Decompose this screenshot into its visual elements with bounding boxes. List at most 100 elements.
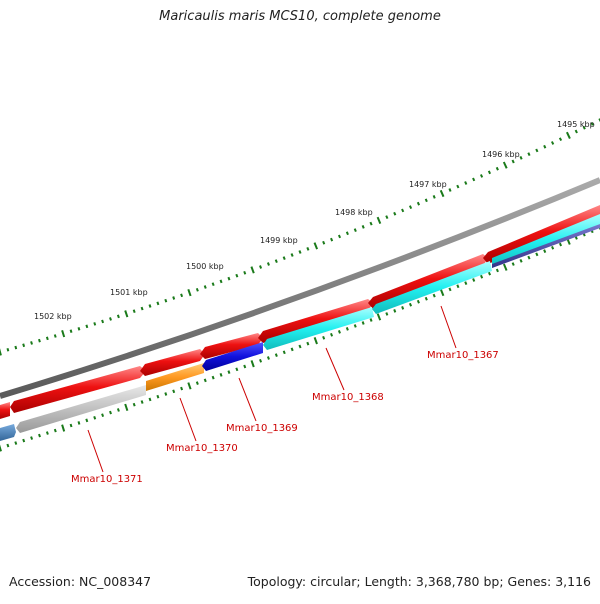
cds-forward-segment[interactable] bbox=[258, 299, 373, 343]
gene-label-mmar10-1370[interactable]: Mmar10_1370 bbox=[166, 443, 238, 454]
scale-tick-minor bbox=[266, 262, 270, 266]
gene-label-mmar10-1371[interactable]: Mmar10_1371 bbox=[71, 474, 143, 485]
inner-tick-minor bbox=[424, 296, 428, 301]
inner-tick-minor bbox=[393, 309, 397, 313]
inner-tick-minor bbox=[77, 421, 81, 425]
inner-tick-minor bbox=[511, 262, 515, 266]
inner-tick-minor bbox=[69, 423, 73, 428]
scale-tick-minor bbox=[132, 309, 136, 314]
scale-tick-major bbox=[502, 161, 508, 169]
inner-tick-minor bbox=[416, 299, 420, 304]
leader-line bbox=[238, 377, 257, 422]
inner-tick-minor bbox=[274, 353, 278, 357]
inner-tick-minor bbox=[298, 344, 302, 349]
inner-tick-minor bbox=[282, 350, 286, 355]
scale-label: 1499 kbp bbox=[260, 236, 298, 245]
cds-reverse-segment[interactable] bbox=[16, 385, 146, 433]
page-title: Maricaulis maris MCS10, complete genome bbox=[159, 9, 441, 24]
scale-tick-minor bbox=[243, 270, 247, 275]
inner-tick-major bbox=[439, 288, 445, 297]
cds-forward-segment[interactable] bbox=[140, 349, 205, 376]
scale-tick-minor bbox=[211, 282, 215, 287]
inner-tick-minor bbox=[551, 246, 555, 250]
accession-text: Accession: NC_008347 bbox=[9, 574, 152, 589]
inner-tick-minor bbox=[519, 258, 523, 263]
inner-tick-major bbox=[124, 403, 129, 412]
cds-reverse-segment[interactable] bbox=[146, 363, 204, 391]
scale-tick-minor bbox=[558, 137, 563, 142]
inner-tick-minor bbox=[527, 255, 531, 260]
scale-tick-major bbox=[61, 330, 66, 338]
gene-label-mmar10-1369[interactable]: Mmar10_1369 bbox=[226, 423, 298, 434]
cds-forward-segment[interactable] bbox=[368, 254, 488, 309]
scale-tick-minor bbox=[456, 184, 460, 189]
cds-reverse-segment[interactable] bbox=[263, 307, 374, 350]
scale-tick-minor bbox=[22, 343, 26, 348]
inner-tick-minor bbox=[219, 372, 223, 377]
inner-tick-minor bbox=[14, 441, 18, 445]
cds-forward-segment[interactable] bbox=[200, 333, 263, 359]
scale-tick-major bbox=[439, 189, 445, 198]
reverse-strand bbox=[0, 214, 600, 441]
scale-tick-minor bbox=[543, 144, 547, 149]
scale-tick-minor bbox=[219, 279, 223, 284]
inner-tick-minor bbox=[53, 428, 57, 433]
scale-tick-major bbox=[0, 348, 2, 356]
gene-label-mmar10-1368[interactable]: Mmar10_1368 bbox=[312, 392, 384, 403]
scale-tick-major bbox=[124, 310, 129, 318]
scale-tick-minor bbox=[519, 155, 523, 160]
cds-reverse-segment[interactable] bbox=[492, 224, 600, 268]
cds-forward-segment[interactable] bbox=[10, 366, 146, 413]
scale-label: 1495 kbp bbox=[557, 120, 595, 129]
inner-tick-minor bbox=[235, 367, 239, 372]
scale-tick-minor bbox=[14, 345, 18, 350]
inner-tick-major bbox=[187, 382, 192, 390]
inner-tick-minor bbox=[227, 370, 231, 374]
scale-tick-minor bbox=[408, 205, 413, 209]
inner-tick-minor bbox=[101, 413, 105, 418]
scale-label: 1496 kbp bbox=[482, 150, 520, 159]
scale-tick-minor bbox=[203, 285, 207, 289]
inner-tick-minor bbox=[385, 312, 389, 316]
scale-tick-minor bbox=[487, 170, 492, 175]
inner-tick-minor bbox=[353, 324, 357, 328]
inner-tick-minor bbox=[45, 431, 49, 435]
inner-tick-minor bbox=[456, 284, 460, 289]
scale-tick-major bbox=[565, 131, 571, 140]
scale-tick-minor bbox=[337, 234, 342, 239]
scale-label: 1497 kbp bbox=[409, 180, 447, 189]
cds-reverse-segment[interactable] bbox=[202, 342, 263, 371]
cds-reverse-segment[interactable] bbox=[0, 424, 16, 441]
inner-tick-minor bbox=[211, 375, 215, 380]
inner-tick-minor bbox=[172, 389, 176, 394]
cds-forward-segment[interactable] bbox=[0, 402, 10, 419]
gene-label-mmar10-1367[interactable]: Mmar10_1367 bbox=[427, 350, 499, 361]
inner-tick-minor bbox=[259, 358, 263, 363]
scale-tick-minor bbox=[77, 327, 81, 331]
scale-tick-minor bbox=[195, 287, 199, 292]
inner-tick-minor bbox=[306, 341, 310, 346]
scale-tick-minor bbox=[353, 228, 357, 232]
inner-tick-minor bbox=[322, 335, 326, 340]
cds-forward-segment[interactable] bbox=[483, 205, 600, 264]
inner-tick-minor bbox=[132, 402, 136, 407]
scale-label: 1500 kbp bbox=[186, 262, 224, 271]
inner-tick-minor bbox=[480, 274, 484, 279]
scale-label: 1502 kbp bbox=[34, 312, 72, 321]
scale-tick-minor bbox=[582, 125, 586, 130]
cds-reverse-segment[interactable] bbox=[372, 261, 492, 314]
scale-tick-minor bbox=[464, 181, 468, 185]
scale-tick-minor bbox=[322, 240, 326, 245]
scale-tick-minor bbox=[6, 347, 10, 352]
scale-tick-minor bbox=[282, 256, 286, 260]
inner-tick-minor bbox=[369, 318, 373, 322]
scale-label: 1498 kbp bbox=[335, 208, 373, 217]
inner-tick-minor bbox=[156, 394, 160, 399]
scale-tick-minor bbox=[148, 304, 152, 308]
inner-tick-minor bbox=[330, 332, 334, 337]
inner-tick-minor bbox=[30, 436, 34, 440]
scale-tick-minor bbox=[369, 221, 373, 226]
scale-tick-major bbox=[376, 216, 382, 224]
